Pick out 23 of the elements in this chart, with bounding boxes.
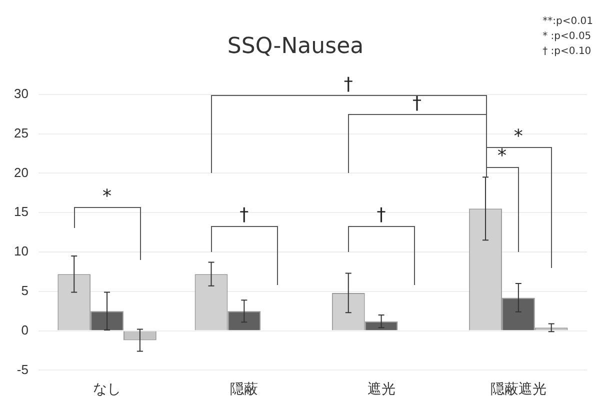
annotation: †: [344, 74, 353, 95]
y-tick-label: 10: [14, 244, 28, 259]
x-tick-label: 隠蔽遮光: [490, 380, 546, 396]
annotation: *: [102, 186, 112, 207]
y-tick-label: 0: [21, 322, 28, 338]
chart-title: SSQ-Nausea: [227, 34, 364, 59]
text: * :p<0.05: [542, 30, 592, 44]
y-tick-label: 15: [14, 204, 28, 220]
annotation: *: [497, 146, 506, 167]
x-tick-label: 隠蔽: [230, 380, 258, 396]
y-tick-label: 20: [14, 164, 28, 180]
x-tick-label: 遮光: [367, 380, 396, 396]
text: † :p<0.10: [542, 45, 592, 59]
y-tick-label: 25: [14, 125, 28, 140]
text: **:p<0.01: [542, 15, 593, 29]
y-tick-label: -5: [16, 362, 28, 377]
y-tick-label: 5: [21, 282, 28, 298]
x-tick-label: なし: [93, 380, 122, 396]
y-tick-label: 30: [14, 86, 28, 101]
annotation: †: [376, 204, 386, 226]
annotation: †: [240, 204, 249, 226]
annotation: †: [412, 92, 422, 114]
annotation: *: [514, 126, 523, 147]
